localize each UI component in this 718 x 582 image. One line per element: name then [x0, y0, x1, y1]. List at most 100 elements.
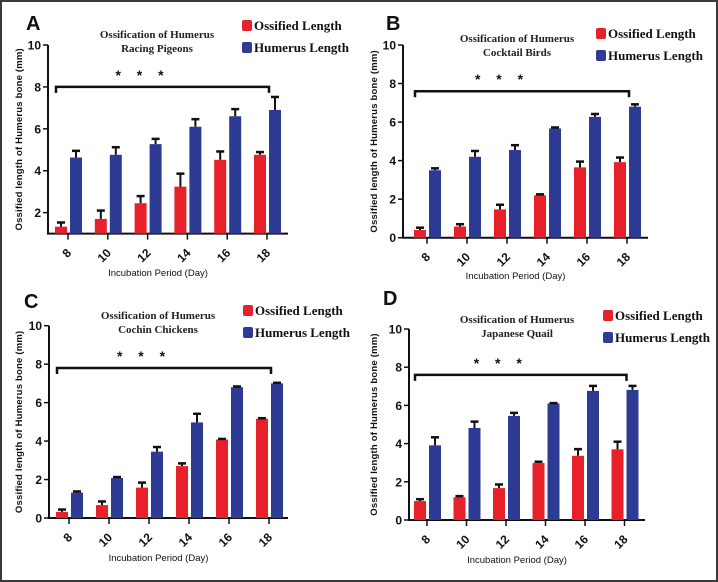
panel-c-y-tick-label: 2 [35, 473, 42, 487]
panel-b-legend-swatch-ossified [596, 28, 606, 39]
panel-d-bar-humerus-day-10 [468, 427, 481, 520]
panel-a-bar-ossified-day-18 [254, 154, 266, 234]
panel-d-x-tick-label: 8 [418, 532, 433, 547]
panel-b-x-tick-label: 16 [574, 250, 594, 270]
panel-b-bar-humerus-day-12 [509, 150, 521, 238]
panel-c-bar-ossified-day-8 [56, 511, 68, 518]
panel-a-bar-humerus-day-8 [70, 157, 82, 234]
panel-a-bar-humerus-day-14 [189, 126, 202, 234]
panel-c-legend-swatch-humerus [243, 327, 253, 338]
panel-b-y-tick-label: 10 [383, 39, 397, 53]
panel-c-bar-ossified-day-10 [96, 505, 108, 518]
panel-b-subtitle: Cocktail Birds [483, 47, 552, 59]
panel-d-legend-label-ossified: Ossified Length [615, 308, 704, 323]
panel-c-bar-humerus-day-8 [71, 492, 83, 518]
panel-a-legend-label-humerus: Humerus Length [254, 40, 350, 55]
panel-b-bar-humerus-day-10 [469, 156, 481, 238]
panel-c-x-tick-label: 10 [96, 530, 116, 550]
panel-d-bar-humerus-day-12 [508, 415, 520, 520]
panel-a-title: Ossification of Humerus [100, 29, 215, 41]
panel-c-legend-label-ossified: Ossified Length [255, 303, 344, 318]
panel-a-y-tick-label: 4 [34, 164, 41, 178]
panel-d-y-tick-label: 0 [395, 514, 402, 528]
panel-d-title: Ossification of Humerus [460, 314, 575, 326]
panel-c-legend-label-humerus: Humerus Length [255, 325, 351, 340]
panel-a-bar-humerus-day-12 [149, 144, 162, 234]
panel-b-x-tick-label: 12 [494, 250, 514, 270]
panel-d-legend-swatch-ossified [603, 310, 613, 321]
panel-b-x-tick-label: 18 [614, 250, 634, 270]
panel-c-x-tick-label: 18 [256, 530, 276, 550]
panel-d-bar-ossified-day-16 [572, 455, 584, 520]
panel-c-subtitle: Cochin Chickens [118, 324, 198, 336]
panel-b-legend-swatch-humerus [596, 50, 606, 61]
panel-a-x-tick-label: 10 [95, 246, 115, 266]
panel-a-x-tick-label: 18 [254, 246, 274, 266]
panel-d-bar-ossified-day-18 [611, 449, 624, 520]
panel-a-legend-label-ossified: Ossified Length [254, 18, 343, 33]
panel-b-y-tick-label: 8 [389, 77, 396, 91]
panel-a-bar-ossified-day-10 [94, 218, 107, 234]
panel-b-bar-ossified-day-12 [494, 209, 506, 238]
panel-c-bar-humerus-day-16 [231, 387, 243, 518]
panel-d-bar-ossified-day-14 [532, 463, 545, 520]
panel-b-letter: B [386, 13, 400, 35]
panel-d-y-tick-label: 8 [395, 361, 402, 375]
panel-d-bar-humerus-day-16 [587, 390, 599, 520]
panel-c-y-tick-label: 4 [35, 435, 42, 449]
panel-a-bar-ossified-day-8 [55, 226, 67, 234]
panel-d-x-axis-label: Incubation Period (Day) [467, 555, 567, 566]
panel-d-y-tick-label: 2 [395, 475, 402, 489]
panel-a-letter: A [26, 13, 40, 35]
panel-b-x-axis-label: Incubation Period (Day) [466, 271, 566, 282]
panel-a-subtitle: Racing Pigeons [121, 43, 194, 55]
panel-c-significance-label: * * * [117, 348, 171, 364]
panel-b-bar-ossified-day-16 [574, 167, 586, 238]
panel-c-y-tick-label: 6 [35, 396, 42, 410]
panel-c-y-axis-label: Ossified length of Humerus bone (mm) [14, 331, 25, 513]
panel-b-bar-ossified-day-18 [614, 162, 626, 238]
panel-d-x-tick-label: 16 [572, 532, 592, 552]
panel-c-y-tick-label: 8 [35, 358, 42, 372]
panel-c-bar-ossified-day-16 [216, 439, 228, 518]
panel-a-y-tick-label: 2 [34, 206, 41, 220]
panel-d-subtitle: Japanese Quail [481, 328, 553, 340]
panel-c-bar-ossified-day-14 [176, 466, 188, 518]
panel-d-significance-bracket [413, 373, 628, 381]
panel-c-bar-humerus-day-10 [111, 478, 123, 518]
panel-a-bar-humerus-day-10 [109, 154, 122, 234]
panel-d-bar-ossified-day-10 [453, 497, 466, 520]
panel-a-bar-humerus-day-18 [269, 109, 281, 234]
panel-a-x-tick-label: 16 [214, 246, 234, 266]
panel-c-significance-bracket [55, 366, 273, 375]
panel-b-title: Ossification of Humerus [460, 33, 575, 45]
panel-d-y-tick-label: 6 [395, 399, 402, 413]
panel-d-letter: D [383, 288, 397, 310]
panel-b-bar-ossified-day-14 [534, 195, 546, 238]
panel-c-bar-humerus-day-12 [151, 451, 163, 518]
panel-a-y-axis-label: Ossified length of Humerus bone (mm) [14, 48, 25, 230]
panel-c-bar-ossified-day-18 [256, 418, 268, 518]
panel-d-y-tick-label: 4 [395, 437, 402, 451]
panel-d-y-axis-label: Ossified length of Humerus bone (mm) [369, 333, 380, 515]
panel-c-legend-swatch-ossified [243, 305, 253, 316]
panel-c-bar-humerus-day-18 [271, 383, 283, 518]
panel-d-legend-swatch-humerus [603, 332, 613, 343]
panel-c-y-tick-label: 10 [29, 319, 43, 333]
panel-b-x-tick-label: 8 [418, 250, 433, 265]
panel-a-x-axis-label: Incubation Period (Day) [108, 268, 208, 279]
panel-a-legend-swatch-ossified [242, 20, 252, 31]
panel-b-x-tick-label: 14 [534, 250, 554, 270]
panel-a-x-tick-label: 12 [134, 246, 154, 266]
panel-c-x-tick-label: 8 [60, 530, 75, 545]
panel-d-y-tick-label: 10 [389, 323, 403, 337]
panel-b-y-tick-label: 6 [389, 116, 396, 130]
panel-a-x-tick-label: 8 [59, 246, 74, 261]
panel-a-y-tick-label: 6 [34, 122, 41, 136]
panel-a-legend-swatch-humerus [242, 42, 252, 53]
panel-b-x-tick-label: 10 [454, 250, 474, 270]
panel-c-x-tick-label: 14 [176, 530, 196, 550]
panel-b-y-axis-label: Ossified length of Humerus bone (mm) [369, 50, 380, 232]
panel-d-x-tick-label: 10 [453, 532, 473, 552]
